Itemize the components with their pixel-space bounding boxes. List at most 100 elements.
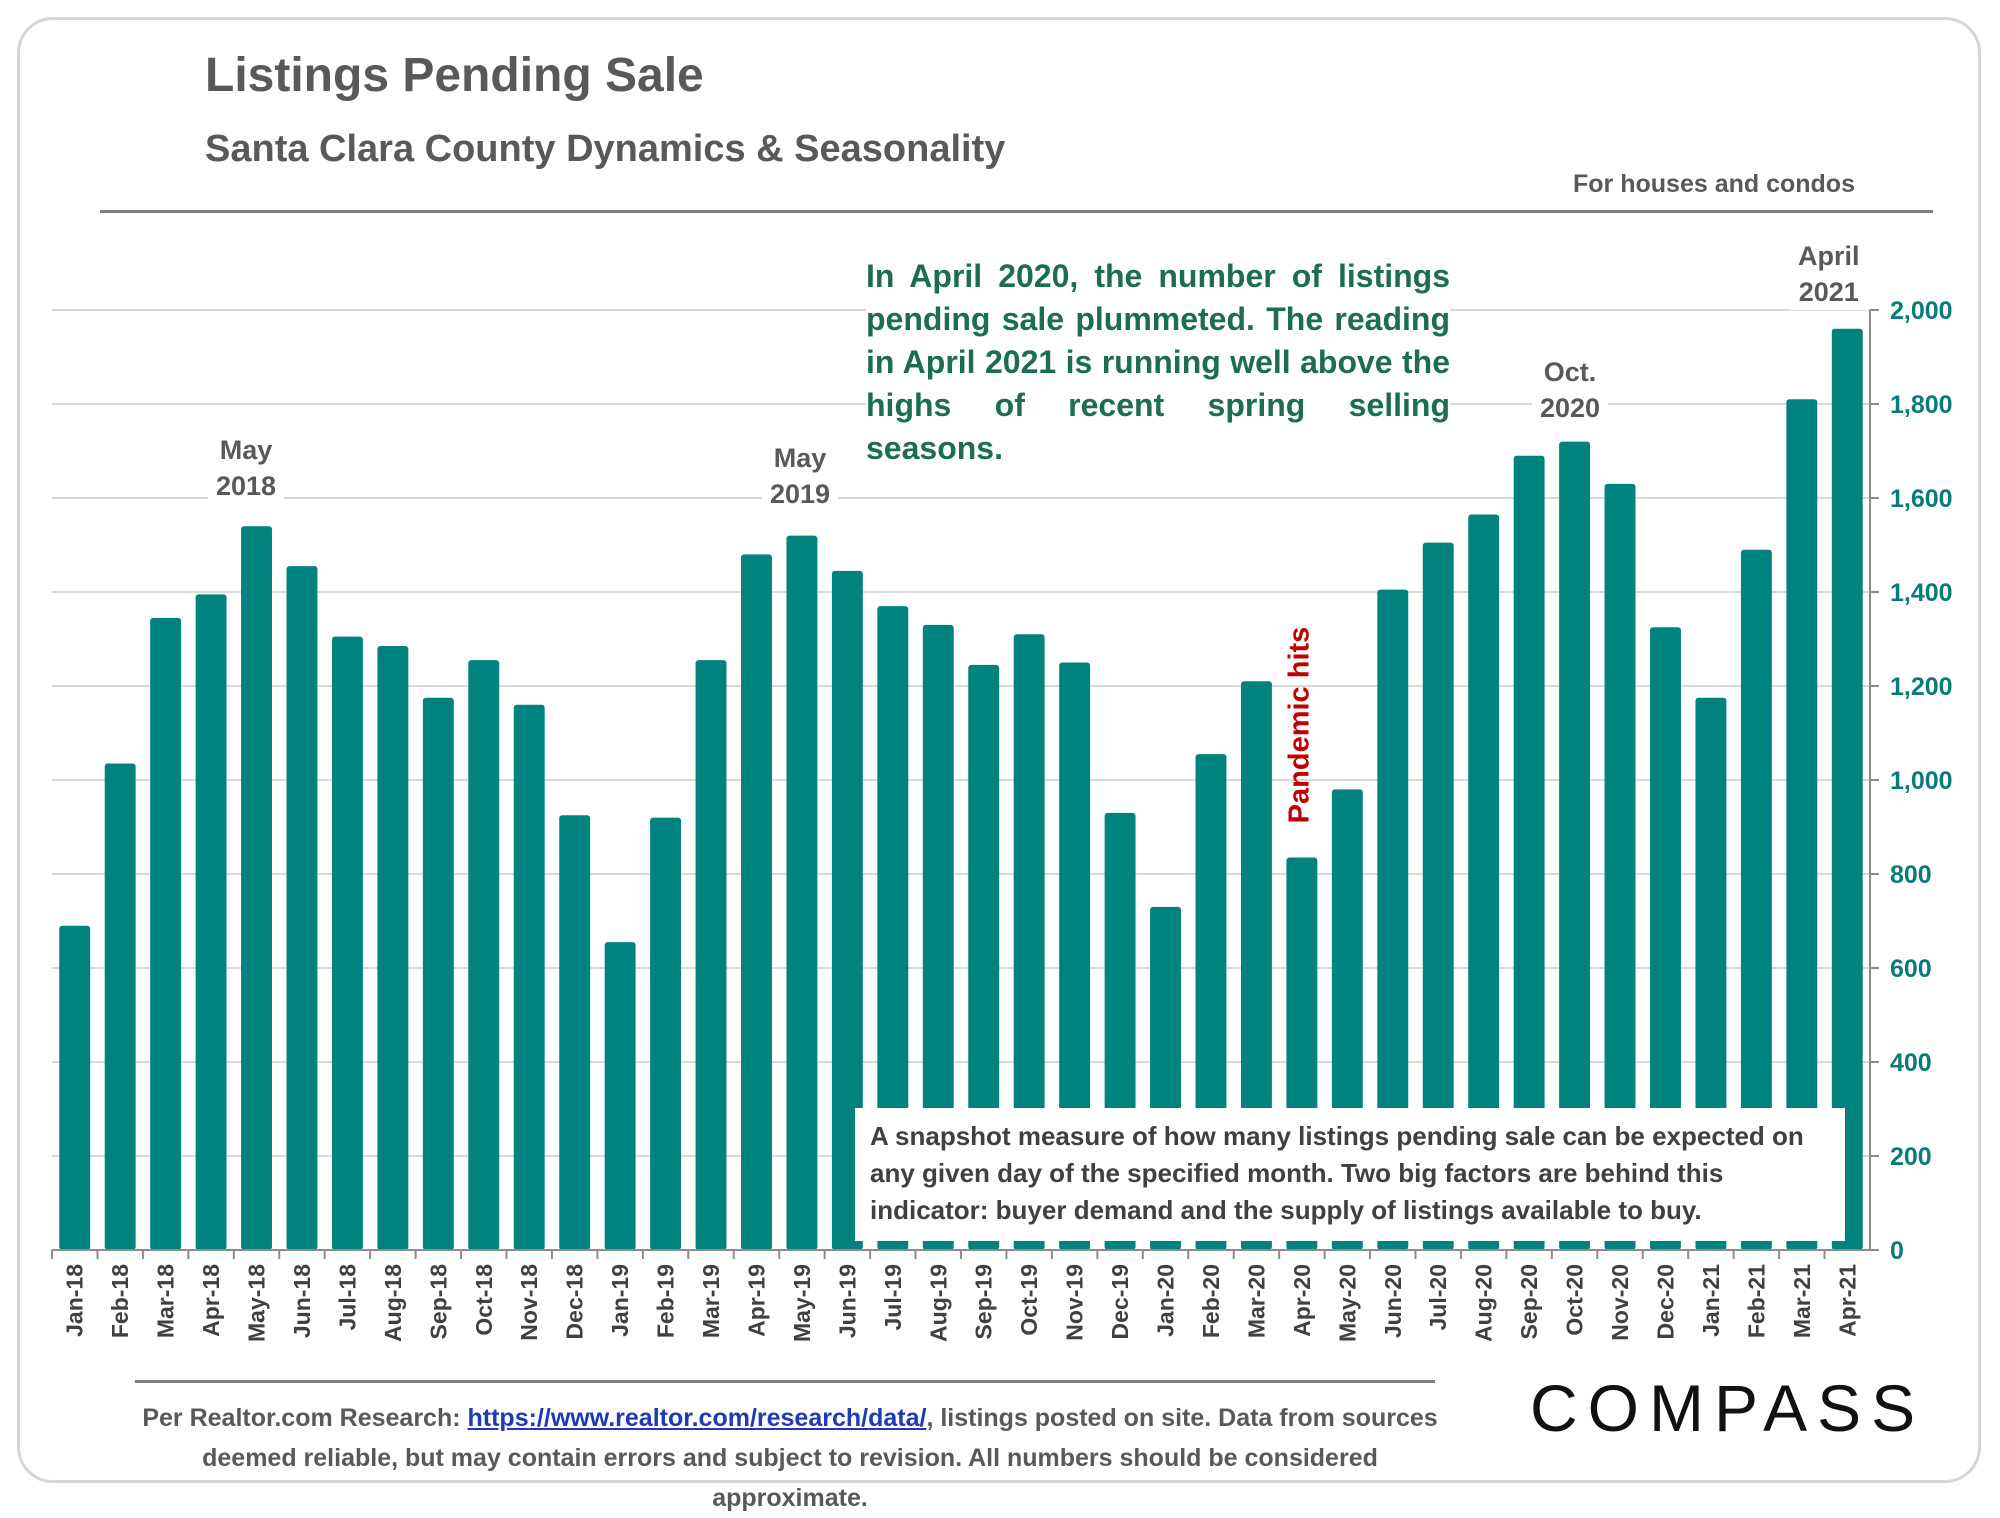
bar <box>331 636 363 1250</box>
y-tick-label: 400 <box>1890 1049 1932 1077</box>
bar <box>695 660 727 1250</box>
y-tick-label: 1,200 <box>1890 673 1953 701</box>
x-tick-label: Jan-20 <box>1153 1264 1179 1337</box>
x-tick-label: Jun-20 <box>1380 1264 1406 1338</box>
definition-box: A snapshot measure of how many listings … <box>855 1108 1845 1241</box>
x-tick-label: Mar-18 <box>153 1264 179 1338</box>
bar <box>1377 589 1409 1250</box>
x-tick-label: Oct-18 <box>471 1264 497 1336</box>
annotation-may-2018-line2: 2018 <box>216 471 277 501</box>
bar <box>1059 662 1091 1250</box>
annotation-may-2019: May 2019 <box>762 440 839 512</box>
bar <box>195 594 227 1250</box>
bar <box>377 646 409 1250</box>
x-tick-label: Feb-18 <box>107 1264 133 1338</box>
annotation-may-2018: May 2018 <box>208 432 285 504</box>
x-tick-label: Dec-18 <box>562 1264 588 1340</box>
x-tick-label: Jul-19 <box>880 1264 906 1330</box>
bar <box>513 704 545 1250</box>
x-tick-label: Oct-19 <box>1016 1264 1042 1336</box>
source-link[interactable]: https://www.realtor.com/research/data/ <box>467 1404 927 1432</box>
pandemic-label: Pandemic hits <box>1283 626 1316 824</box>
bar <box>877 606 909 1250</box>
annotation-oct-2020-line2: 2020 <box>1540 393 1601 423</box>
x-tick-label: Jun-19 <box>834 1264 860 1338</box>
x-tick-label: Apr-21 <box>1834 1264 1860 1337</box>
annotation-apr-2021-line2: 2021 <box>1798 277 1859 307</box>
y-tick-label: 200 <box>1890 1143 1932 1171</box>
x-tick-label: Mar-21 <box>1789 1264 1815 1338</box>
bar <box>831 570 863 1250</box>
y-tick-label: 1,600 <box>1890 485 1953 513</box>
bar <box>650 817 682 1250</box>
x-tick-label: Feb-21 <box>1743 1264 1769 1338</box>
bar <box>59 925 91 1250</box>
bar <box>1740 549 1772 1250</box>
source-prefix: Per Realtor.com Research: <box>142 1404 468 1432</box>
bar <box>786 535 818 1250</box>
y-tick-label: 2,000 <box>1890 297 1953 325</box>
x-tick-label: Jan-21 <box>1698 1264 1724 1337</box>
x-tick-label: May-20 <box>1334 1264 1360 1342</box>
x-tick-label: Jul-18 <box>334 1264 360 1331</box>
x-tick-label: Nov-20 <box>1607 1264 1633 1341</box>
x-tick-label: Aug-19 <box>925 1264 951 1342</box>
x-tick-label: Nov-18 <box>516 1264 542 1341</box>
bars <box>59 328 1863 1251</box>
annotation-apr-2021-line1: April <box>1798 241 1860 271</box>
x-tick-label: Dec-20 <box>1652 1264 1678 1339</box>
x-tick-label: Feb-20 <box>1198 1264 1224 1338</box>
footer-divider <box>135 1380 1435 1383</box>
y-tick-label: 1,800 <box>1890 391 1953 419</box>
bar <box>1422 542 1454 1250</box>
x-tick-label: Jun-18 <box>289 1264 315 1338</box>
bar <box>922 624 954 1250</box>
source-rest: , listings posted on site. Data from sou… <box>202 1404 1438 1512</box>
bar <box>1786 399 1818 1250</box>
y-tick-label: 1,400 <box>1890 579 1953 607</box>
bar <box>1240 681 1272 1250</box>
axes: 0 200 400 600 800 1,000 1,200 1,400 1,600 1,800 2,… <box>51 297 1953 1342</box>
compass-logo: COMPASS <box>1530 1371 1926 1445</box>
x-tick-label: May-18 <box>244 1264 270 1342</box>
chart-subtitle: Santa Clara County Dynamics & Seasonalit… <box>205 128 1006 170</box>
x-tick-label: Mar-19 <box>698 1264 724 1338</box>
bar <box>241 526 272 1250</box>
x-tick-label: Nov-19 <box>1062 1264 1088 1341</box>
bar <box>286 566 318 1250</box>
callout-text: In April 2020, the number of listings pe… <box>866 255 1450 476</box>
x-tick-label: Apr-20 <box>1289 1264 1315 1337</box>
bar <box>422 697 454 1250</box>
chart-title: Listings Pending Sale <box>205 49 704 102</box>
x-tick-label: Aug-20 <box>1471 1264 1497 1342</box>
bar <box>1468 514 1500 1250</box>
x-tick-label: Sep-18 <box>425 1264 451 1340</box>
bar <box>1013 634 1045 1250</box>
bar <box>559 815 591 1250</box>
annotation-oct-2020-line1: Oct. <box>1543 357 1597 387</box>
annotation-may-2019-line2: 2019 <box>770 479 831 509</box>
x-tick-label: Oct-20 <box>1562 1264 1588 1336</box>
bar <box>968 664 1000 1250</box>
bar <box>150 617 182 1250</box>
x-tick-label: Feb-19 <box>653 1264 679 1338</box>
annotation-oct-2020: Oct. 2020 <box>1532 354 1609 426</box>
annotation-may-2018-line1: May <box>219 435 273 465</box>
x-tick-label: Sep-19 <box>971 1264 997 1339</box>
y-tick-label: 1,000 <box>1890 767 1953 795</box>
x-tick-label: Apr-18 <box>198 1264 224 1337</box>
x-tick-label: Dec-19 <box>1107 1264 1133 1339</box>
y-tick-label: 600 <box>1890 955 1932 983</box>
x-tick-label: Mar-20 <box>1243 1264 1269 1338</box>
bar <box>468 660 500 1250</box>
y-tick-label: 800 <box>1890 861 1932 889</box>
scope-note: For houses and condos <box>1573 170 1855 198</box>
x-tick-label: Jan-19 <box>607 1264 633 1337</box>
annotation-apr-2021: April 2021 <box>1790 238 1868 310</box>
bar <box>1559 441 1591 1251</box>
bar <box>1513 455 1545 1250</box>
x-tick-label: Aug-18 <box>380 1264 406 1342</box>
x-tick-label: May-19 <box>789 1264 815 1342</box>
bar <box>104 763 136 1250</box>
